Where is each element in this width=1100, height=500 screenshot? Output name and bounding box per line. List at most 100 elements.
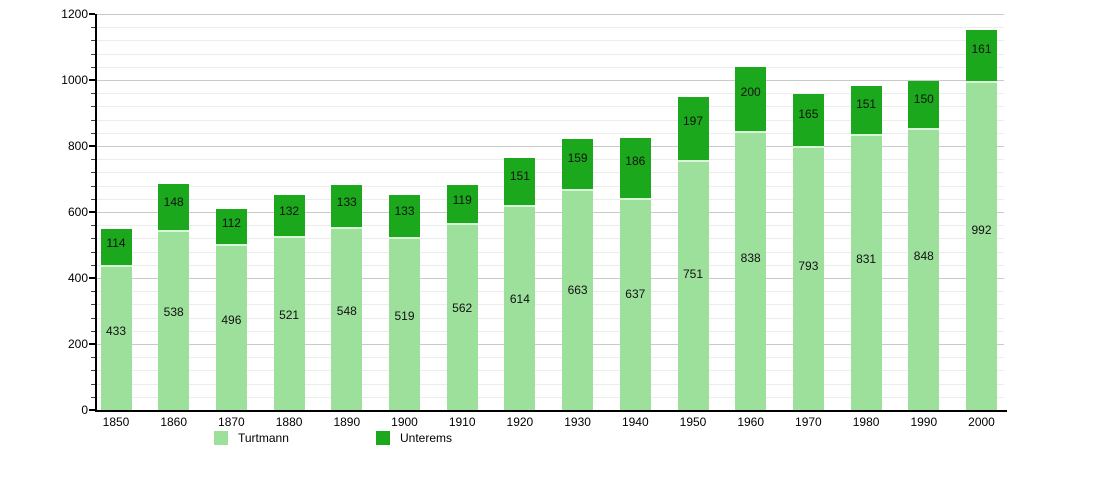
x-axis-label-1860: 1860 (160, 415, 188, 429)
bar-segment-turtmann-1930 (562, 191, 594, 410)
minor-gridline (97, 317, 1004, 319)
major-gridline (97, 212, 1004, 213)
value-label-unterems-1860: 148 (163, 194, 184, 209)
y-axis-tick (91, 172, 95, 174)
bar-segment-unterems-1920 (504, 157, 536, 208)
y-axis-tick (89, 145, 95, 147)
value-label-turtmann-1990: 848 (913, 249, 934, 264)
value-label-unterems-1970: 165 (798, 107, 819, 121)
y-axis-tick-label: 400 (67, 271, 88, 285)
value-label-turtmann-1860: 538 (163, 305, 184, 320)
bar-segment-turtmann-1960 (735, 133, 767, 410)
value-label-unterems-1900: 133 (394, 204, 415, 219)
x-axis-label-2000: 2000 (968, 415, 995, 429)
y-axis-tick (91, 383, 95, 385)
value-label-unterems-1980: 151 (856, 97, 877, 112)
y-axis-tick (89, 277, 95, 279)
y-axis-tick-label: 1000 (61, 73, 88, 87)
bar-segment-turtmann-1860 (158, 232, 190, 410)
value-label-turtmann-1870: 496 (221, 312, 242, 327)
y-axis-tick (91, 304, 95, 306)
value-label-unterems-1940: 186 (625, 154, 646, 169)
bar-segment-unterems-1910 (446, 185, 478, 225)
y-axis-tick (91, 370, 95, 372)
legend-label-unterems: Unterems (400, 431, 453, 445)
y-axis-tick-label: 0 (81, 403, 88, 417)
value-label-unterems-1890: 133 (336, 194, 357, 209)
value-label-turtmann-1950: 751 (682, 266, 704, 281)
bar-segment-unterems-1990 (908, 80, 940, 131)
value-label-turtmann-1970: 793 (798, 259, 819, 274)
minor-gridline (97, 185, 1004, 187)
y-axis-tick (89, 79, 95, 81)
bar-segment-turtmann-1970 (792, 148, 824, 410)
x-axis-label-1890: 1890 (333, 415, 361, 429)
x-axis-label-1880: 1880 (275, 415, 303, 429)
y-axis-tick (91, 225, 95, 227)
legend-label-turtmann: Turtmann (238, 431, 289, 445)
bar-segment-turtmann-1990 (908, 130, 940, 410)
value-label-unterems-1850: 114 (106, 236, 126, 251)
value-label-unterems-1870: 112 (221, 216, 241, 231)
value-label-unterems-1880: 132 (279, 203, 300, 218)
legend-swatch-turtmann (214, 431, 228, 445)
y-axis-tick (91, 317, 95, 319)
bar-segment-turtmann-1950 (677, 162, 709, 410)
y-axis-tick-label: 200 (67, 337, 88, 351)
minor-gridline (97, 383, 1004, 385)
x-axis-label-1940: 1940 (621, 415, 649, 429)
minor-gridline (97, 291, 1004, 293)
y-axis (95, 14, 97, 412)
x-axis-label-1980: 1980 (852, 415, 880, 429)
value-label-unterems-1930: 159 (567, 151, 588, 166)
bar-segment-unterems-1940 (619, 138, 651, 200)
x-axis-label-1850: 1850 (102, 415, 130, 429)
y-axis-tick (91, 132, 95, 134)
y-axis-tick (91, 251, 95, 253)
bar-segment-unterems-1980 (850, 85, 882, 136)
x-axis-label-1900: 1900 (391, 415, 418, 429)
value-label-unterems-2000: 161 (971, 42, 992, 57)
minor-gridline (97, 53, 1004, 55)
x-axis-label-1910: 1910 (448, 415, 476, 429)
value-label-turtmann-1920: 614 (509, 291, 530, 306)
major-gridline (97, 14, 1004, 15)
value-label-turtmann-1960: 838 (740, 250, 761, 265)
value-label-turtmann-1850: 433 (105, 324, 127, 339)
bar-segment-turtmann-1870 (215, 246, 247, 410)
y-axis-tick (91, 66, 95, 68)
minor-gridline (97, 264, 1004, 266)
y-axis-tick (91, 357, 95, 359)
bar-segment-turtmann-1900 (389, 238, 420, 410)
bar-segment-unterems-1960 (735, 67, 767, 134)
bar-segment-unterems-1900 (389, 194, 420, 239)
x-axis-label-1970: 1970 (795, 415, 822, 429)
major-gridline (97, 344, 1004, 345)
value-label-turtmann-1930: 663 (567, 282, 588, 297)
value-label-turtmann-1940: 637 (625, 287, 646, 302)
bar-segment-turtmann-1910 (446, 224, 478, 410)
major-gridline (97, 146, 1004, 147)
minor-gridline (97, 93, 1004, 95)
bar-segment-unterems-1860 (158, 183, 190, 233)
minor-gridline (97, 106, 1004, 108)
value-label-unterems-1990: 150 (913, 91, 934, 106)
x-axis-label-1990: 1990 (910, 415, 938, 429)
minor-gridline (97, 396, 1004, 398)
minor-gridline (97, 198, 1004, 200)
y-axis-tick-label: 1200 (61, 7, 88, 21)
y-axis-tick (89, 343, 95, 345)
minor-gridline (97, 251, 1004, 253)
bar-segment-turtmann-1940 (619, 199, 651, 410)
minor-gridline (97, 370, 1004, 372)
y-axis-tick (89, 211, 95, 213)
value-label-unterems-1950: 197 (682, 114, 704, 129)
legend-item-unterems: Unterems (376, 431, 452, 445)
value-label-turtmann-1890: 548 (336, 303, 357, 318)
bar-segment-unterems-1930 (562, 138, 594, 192)
x-axis-label-1960: 1960 (737, 415, 765, 429)
y-axis-tick (91, 291, 95, 293)
bar-segment-unterems-2000 (966, 29, 997, 83)
y-axis-tick (91, 53, 95, 55)
